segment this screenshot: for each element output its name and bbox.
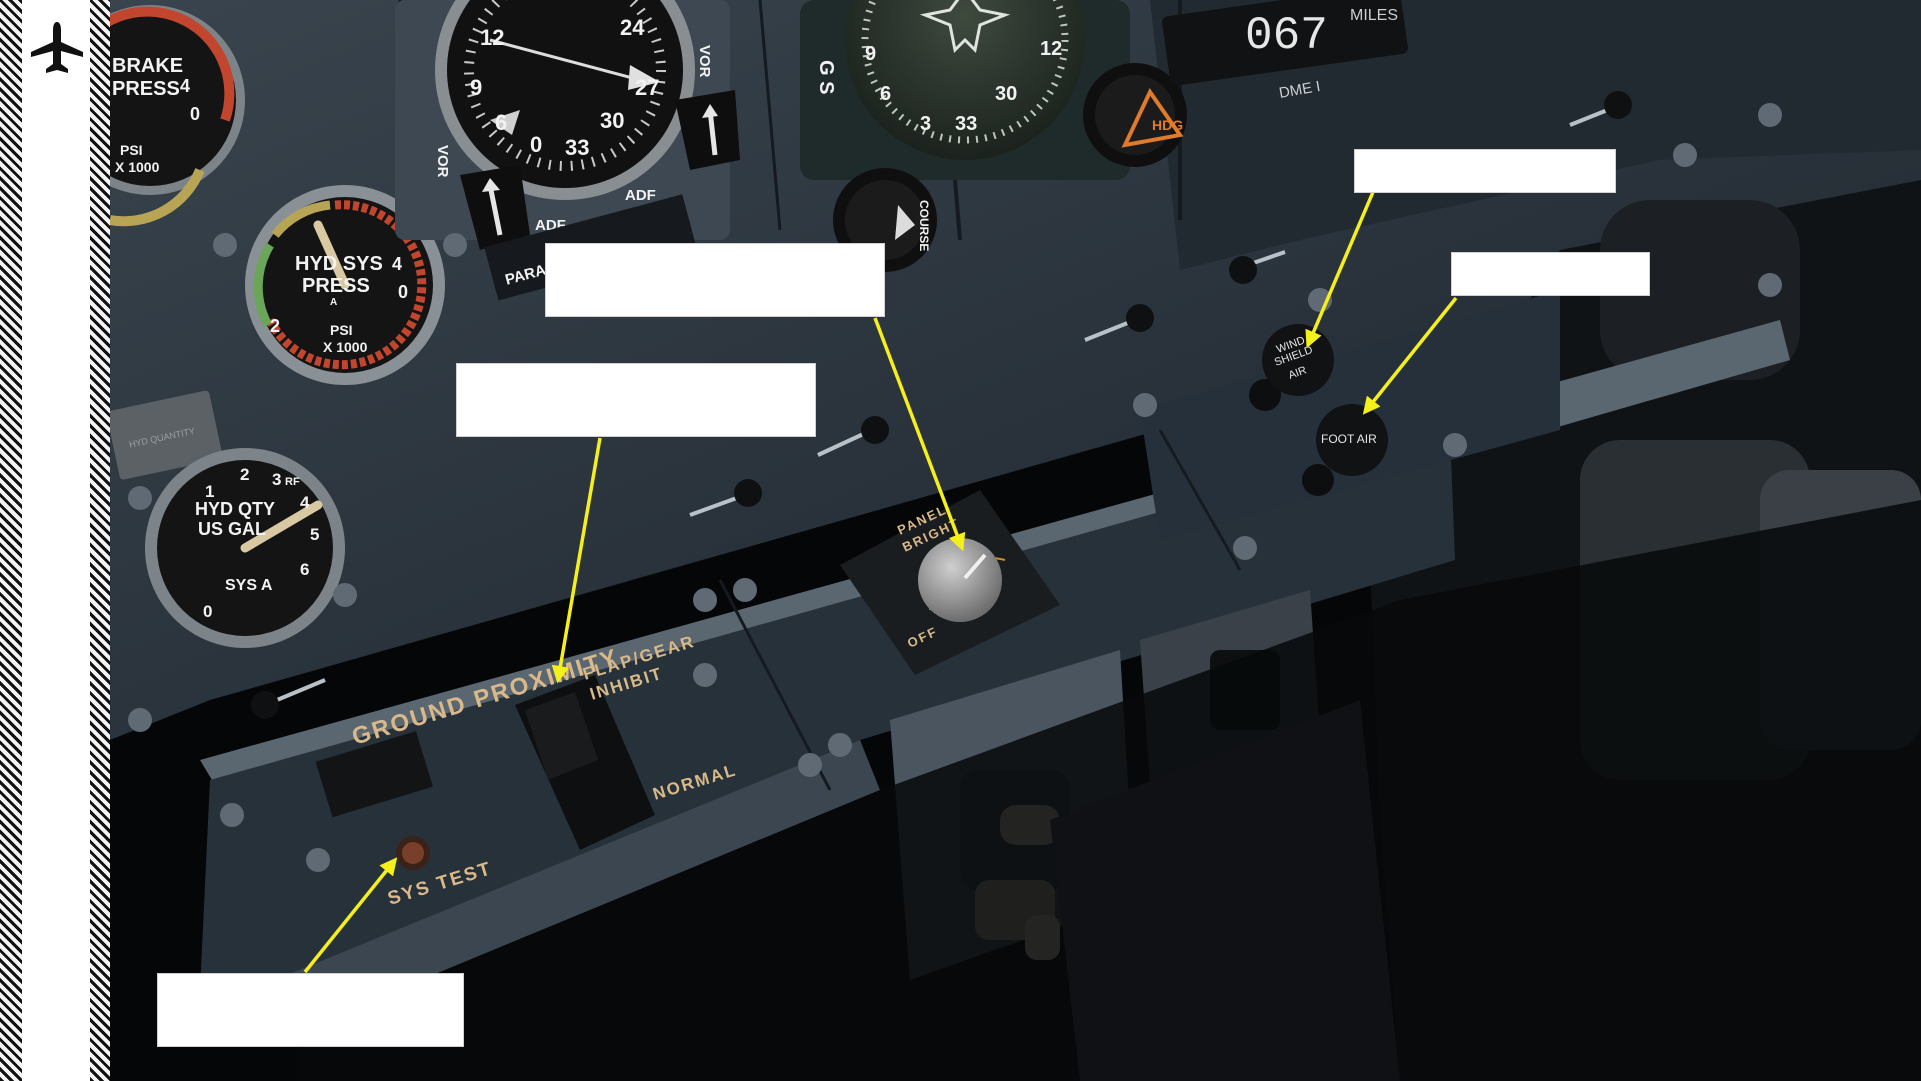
rmi-num-9: 9	[470, 75, 482, 100]
hyd-qty-sys: SYS A	[225, 577, 273, 594]
rmi-left-knob[interactable]	[460, 165, 530, 250]
lower-angled-panel	[200, 430, 1455, 990]
hsi-gs-label: G S	[815, 60, 837, 94]
rmi-adf-right: ADF	[625, 187, 656, 204]
callout-box-panel-bright	[545, 243, 885, 317]
hyd-qty-rf: RF	[285, 476, 300, 488]
hsi-instrument: 9 12 6 3 33 30 G S	[800, 0, 1130, 180]
arrow-flap-gear	[551, 437, 602, 684]
foot-air-knob[interactable]	[1302, 404, 1388, 496]
hsi-num-12: 12	[1040, 38, 1062, 60]
brake-label-2: PRESS	[112, 78, 180, 100]
hdg-label: HDG	[1152, 117, 1183, 133]
hyd-sys-label-1: HYD SYS	[295, 253, 383, 275]
arrow-sys-test	[303, 857, 398, 974]
hsi-num-30: 30	[995, 83, 1017, 105]
rmi-num-12: 12	[480, 25, 504, 50]
hyd-qty-tick-1: 1	[205, 482, 214, 501]
hsi-num-33: 33	[955, 113, 977, 135]
hdg-knob[interactable]: HDG	[1083, 63, 1187, 167]
callout-box-foot-air	[1451, 252, 1650, 296]
dme-display: 067 MILES DME I	[1162, 0, 1408, 102]
hyd-sys-sub: A	[330, 297, 337, 308]
hyd-qty-gauge: HYD QTY US GAL SYS A 0 1 2 3 4 5 6 RF	[145, 448, 345, 648]
rmi-right-knob[interactable]	[675, 90, 740, 170]
panel-screws	[128, 103, 1782, 872]
rmi-num-0: 0	[530, 132, 542, 157]
cockpit-panel: BRAKE PRESS PSI X 1000 4 0 HYD SYS PRESS…	[110, 0, 1921, 1081]
hyd-qty-tick-6: 6	[300, 560, 309, 579]
rmi-vor-left: VOR	[434, 145, 451, 178]
hyd-sys-unit-1: PSI	[330, 322, 353, 338]
panel-toggle-levers[interactable]	[251, 91, 1632, 719]
brake-unit-1: PSI	[120, 142, 143, 158]
callout-box-windshield-air	[1354, 149, 1616, 193]
hyd-sys-tick-4: 4	[392, 254, 402, 274]
hyd-sys-unit-2: X 1000	[323, 339, 368, 355]
rmi-instrument: 12 24 9 27 6 30 33 0 VOR VOR ADF ADF	[395, 0, 730, 240]
windshield-air-label-3: AIR	[1287, 364, 1308, 382]
foot-air-label: FOOT AIR	[1321, 432, 1377, 446]
panel-bright-knob[interactable]	[840, 490, 1060, 675]
rmi-num-33: 33	[565, 135, 589, 160]
arrow-windshield-air	[1305, 191, 1375, 349]
hyd-qty-tick-4: 4	[300, 493, 310, 512]
hyd-sys-label-2: PRESS	[302, 275, 370, 297]
hsi-num-9: 9	[865, 43, 876, 65]
hyd-sys-tick-2: 2	[270, 316, 280, 336]
hyd-quantity-tag: HYD QUANTITY	[110, 390, 223, 480]
callout-box-sys-test	[157, 973, 464, 1047]
rmi-num-30: 30	[600, 108, 624, 133]
hyd-sys-press-gauge: HYD SYS PRESS A PSI X 1000 2 4 0	[245, 185, 445, 385]
callout-box-flap-gear	[456, 363, 816, 437]
rmi-num-27: 27	[635, 75, 659, 100]
hsi-num-6: 6	[880, 83, 891, 105]
rmi-num-6: 6	[495, 110, 507, 135]
dme-readout: 067	[1245, 10, 1328, 62]
rmi-num-24: 24	[620, 15, 645, 40]
brake-tick-4: 4	[180, 76, 190, 96]
brake-press-gauge: BRAKE PRESS PSI X 1000 4 0	[110, 5, 245, 227]
course-label: COURSE	[917, 200, 931, 251]
rmi-vor-right: VOR	[696, 45, 713, 78]
arrow-foot-air	[1362, 296, 1458, 415]
flap-gear-inhibit-switch[interactable]	[515, 675, 655, 850]
hyd-sys-tick-0: 0	[398, 282, 408, 302]
dme-label: DME I	[1278, 78, 1322, 102]
sys-test-button[interactable]	[396, 836, 430, 870]
hyd-qty-tick-0: 0	[203, 602, 212, 621]
right-hatch-strip	[90, 0, 110, 1081]
brake-unit-2: X 1000	[115, 159, 160, 175]
arrow-panel-bright	[873, 317, 966, 552]
hsi-num-3: 3	[920, 113, 931, 135]
ground-proximity-light	[315, 731, 433, 818]
left-hatch-strip	[0, 0, 22, 1081]
sidebar-spine	[22, 0, 90, 1081]
hyd-qty-tick-3: 3	[272, 470, 281, 489]
hyd-qty-tick-5: 5	[310, 525, 319, 544]
hyd-qty-label-2: US GAL	[198, 519, 266, 539]
dme-unit: MILES	[1350, 7, 1398, 24]
airplane-icon	[31, 22, 83, 73]
hyd-qty-label-1: HYD QTY	[195, 499, 275, 519]
hyd-qty-tick-2: 2	[240, 465, 249, 484]
brake-tick-0: 0	[190, 104, 200, 124]
brake-label-1: BRAKE	[112, 55, 183, 77]
